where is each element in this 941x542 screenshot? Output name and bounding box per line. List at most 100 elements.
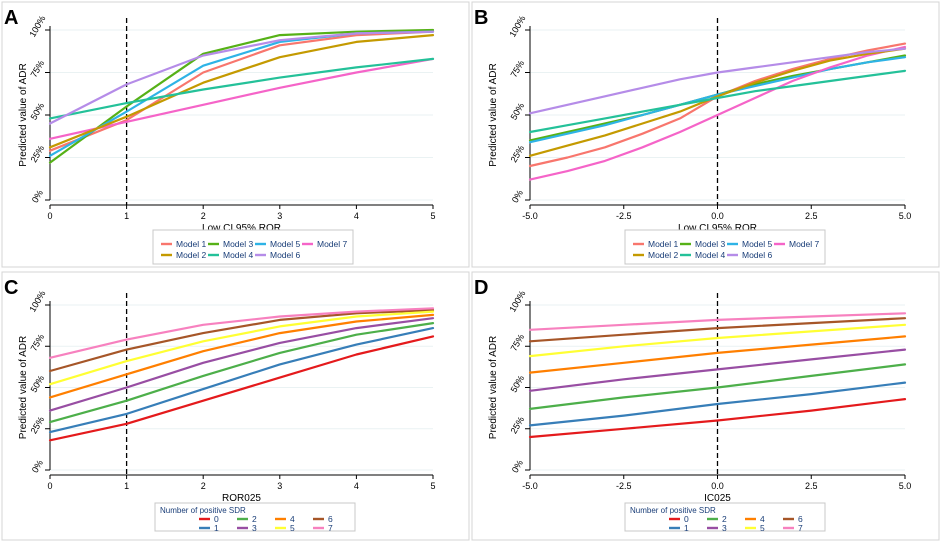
legend-entry: Model 7 — [317, 239, 348, 249]
series-line-4 — [528, 335, 907, 374]
legend-entry: 7 — [798, 523, 803, 533]
series-line-model-2 — [528, 47, 907, 157]
x-tick-label: 4 — [354, 211, 359, 221]
legend-entry: 3 — [252, 523, 257, 533]
legend-entry: 2 — [722, 514, 727, 524]
legend-entry: 3 — [722, 523, 727, 533]
series-line-1 — [48, 327, 435, 434]
x-tick-label: 1 — [124, 481, 129, 491]
legend-box — [154, 502, 356, 532]
x-axis-label: ROR025 — [222, 493, 261, 504]
panel-label: D — [474, 277, 488, 299]
series-line-6 — [48, 308, 435, 373]
panel-label: C — [4, 277, 18, 299]
legend: Model 1 Model 3 Model 5 Model 7 Model 2 Model… — [624, 229, 826, 265]
y-axis-label: Predicted value of ADR — [488, 336, 499, 439]
legend-entry: Model 4 — [223, 250, 254, 260]
x-axis-label: IC025 — [704, 493, 731, 504]
legend-entry: 0 — [214, 514, 219, 524]
legend-entry: 0 — [684, 514, 689, 524]
x-tick-label: -2.5 — [616, 481, 632, 491]
panel-frame — [1, 271, 470, 541]
series-line-2 — [48, 322, 435, 424]
legend-entry: 1 — [684, 523, 689, 533]
x-tick-label: 4 — [354, 481, 359, 491]
legend-entry: Model 7 — [789, 239, 820, 249]
series-line-model-6 — [48, 30, 435, 125]
legend-entry: Model 4 — [695, 250, 726, 260]
x-tick-label: 2 — [201, 481, 206, 491]
series-line-model-2 — [48, 33, 435, 149]
legend-entry: Model 1 — [176, 239, 207, 249]
legend-entry: 5 — [290, 523, 295, 533]
series-line-5 — [528, 323, 907, 358]
series-line-7 — [528, 312, 907, 331]
x-tick-label: 0.0 — [711, 481, 724, 491]
legend-title: Number of positive SDR — [630, 506, 716, 515]
legend-box — [152, 229, 354, 265]
legend-entry: Model 5 — [742, 239, 773, 249]
x-tick-label: 0 — [47, 481, 52, 491]
legend-box — [624, 502, 826, 532]
x-tick-label: 0 — [47, 211, 52, 221]
legend-entry: 6 — [328, 514, 333, 524]
y-axis-label: Predicted value of ADR — [18, 336, 29, 439]
series-line-model-4 — [528, 69, 907, 134]
legend-entry: 5 — [760, 523, 765, 533]
legend: Model 1 Model 3 Model 5 Model 7 Model 2 Model… — [152, 229, 354, 265]
y-axis-label: Predicted value of ADR — [18, 63, 29, 166]
legend-entry: Model 3 — [695, 239, 726, 249]
series-line-model-7 — [528, 45, 907, 181]
panel-label: B — [474, 7, 488, 29]
legend-entry: 2 — [252, 514, 257, 524]
series-line-1 — [528, 381, 907, 427]
legend-entry: Model 1 — [648, 239, 679, 249]
legend-entry: Model 2 — [176, 250, 207, 260]
legend-entry: 4 — [760, 514, 765, 524]
series-line-5 — [48, 310, 435, 386]
y-axis-label: Predicted value of ADR — [488, 63, 499, 166]
panel-d: D0%25%50%75%100%-5.0 -2.5 0.0 2.5 5.0IC025Pr… — [471, 271, 940, 541]
x-tick-label: 5.0 — [899, 211, 912, 221]
panel-label: A — [4, 7, 18, 29]
legend-entry: 7 — [328, 523, 333, 533]
series-line-0 — [48, 335, 435, 442]
series-line-0 — [528, 398, 907, 439]
x-axis-label: Low CI 95% ROR — [202, 223, 281, 234]
x-tick-label: -5.0 — [522, 211, 538, 221]
x-tick-label: 0.0 — [711, 211, 724, 221]
series-line-model-5 — [528, 56, 907, 144]
x-tick-label: 5.0 — [899, 481, 912, 491]
series-line-model-4 — [48, 57, 435, 120]
legend-box — [624, 229, 826, 265]
series-line-model-7 — [48, 57, 435, 140]
x-tick-label: 5 — [430, 211, 435, 221]
x-tick-label: 3 — [277, 211, 282, 221]
series-line-3 — [48, 317, 435, 412]
x-axis-label: Low CI 95% ROR — [678, 223, 757, 234]
series-line-7 — [48, 307, 435, 359]
x-tick-label: -2.5 — [616, 211, 632, 221]
series-line-model-6 — [528, 47, 907, 115]
x-tick-label: 2.5 — [805, 481, 818, 491]
x-tick-label: -5.0 — [522, 481, 538, 491]
legend-entry: 6 — [798, 514, 803, 524]
x-tick-label: 3 — [277, 481, 282, 491]
series-line-2 — [528, 363, 907, 410]
series-line-6 — [528, 317, 907, 343]
x-tick-label: 2 — [201, 211, 206, 221]
legend-entry: Model 3 — [223, 239, 254, 249]
legend-entry: 1 — [214, 523, 219, 533]
legend-entry: Model 5 — [270, 239, 301, 249]
x-tick-label: 2.5 — [805, 211, 818, 221]
legend-title: Number of positive SDR — [160, 506, 246, 515]
x-tick-label: 1 — [124, 211, 129, 221]
x-tick-label: 5 — [430, 481, 435, 491]
legend-entry: Model 2 — [648, 250, 679, 260]
panel-frame — [471, 1, 940, 268]
legend-entry: 4 — [290, 514, 295, 524]
